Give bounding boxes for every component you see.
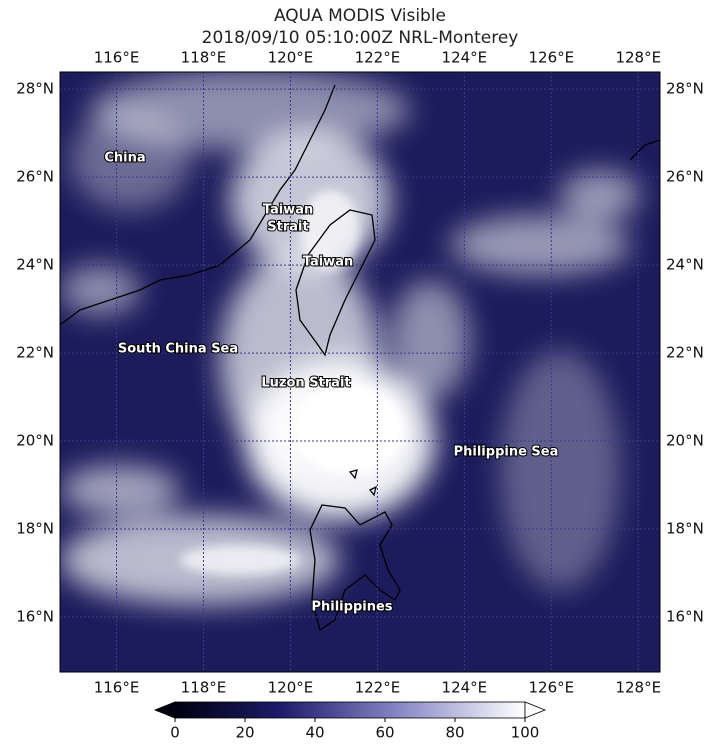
lat-label-left: 26°N: [16, 168, 54, 186]
place-label: Philippines: [311, 600, 392, 615]
colorbar-tick-label: 100: [511, 724, 540, 742]
graticule: [60, 72, 660, 672]
colorbar-tick-label: 60: [375, 724, 394, 742]
lon-label-bottom: 124°E: [442, 679, 488, 697]
colorbar-tick-label: 0: [170, 724, 180, 742]
lon-label-bottom: 126°E: [528, 679, 574, 697]
lon-label-top: 128°E: [615, 49, 661, 67]
colorbar-tick-label: 20: [235, 724, 254, 742]
lon-label-top: 116°E: [94, 49, 140, 67]
lon-label-bottom: 120°E: [268, 679, 314, 697]
lon-label-top: 118°E: [181, 49, 227, 67]
lat-label-left: 20°N: [16, 432, 54, 450]
subtitle: 2018/09/10 05:10:00Z NRL-Monterey: [202, 28, 519, 48]
lat-label-right: 22°N: [666, 344, 704, 362]
coastlines: [60, 84, 660, 632]
lon-label-top: 120°E: [268, 49, 314, 67]
place-label: Philippine Sea: [454, 445, 559, 460]
map-frame: [59, 71, 661, 673]
place-label: South China Sea: [118, 342, 238, 357]
lat-label-right: 18°N: [666, 520, 704, 538]
lat-label-left: 16°N: [16, 608, 54, 626]
lat-label-left: 18°N: [16, 520, 54, 538]
lon-label-bottom: 128°E: [615, 679, 661, 697]
lon-label-bottom: 122°E: [355, 679, 401, 697]
colorbar-low-arrow: [153, 701, 176, 719]
lon-label-top: 126°E: [528, 49, 574, 67]
lon-label-top: 122°E: [355, 49, 401, 67]
lon-label-bottom: 118°E: [181, 679, 227, 697]
place-label: Taiwan: [263, 203, 313, 218]
lat-label-right: 24°N: [666, 256, 704, 274]
place-label: Luzon Strait: [261, 376, 350, 391]
satellite-image: [60, 72, 660, 672]
lon-label-top: 124°E: [442, 49, 488, 67]
place-label: China: [104, 151, 145, 166]
title: AQUA MODIS Visible: [274, 6, 446, 26]
lat-label-right: 28°N: [666, 80, 704, 98]
colorbar-tick-label: 40: [305, 724, 324, 742]
lat-label-left: 28°N: [16, 80, 54, 98]
place-label: Taiwan: [303, 255, 353, 270]
place-label: Strait: [267, 220, 308, 235]
lat-label-left: 24°N: [16, 256, 54, 274]
colorbar-ramp: [174, 701, 526, 719]
colorbar-high-arrow: [524, 701, 547, 719]
lat-label-right: 16°N: [666, 608, 704, 626]
colorbar-tick-label: 80: [445, 724, 464, 742]
place-labels: China Taiwan Strait Taiwan South China Sea Lu…: [103, 150, 559, 616]
colorbar: [153, 701, 547, 719]
lon-label-bottom: 116°E: [94, 679, 140, 697]
lat-label-right: 20°N: [666, 432, 704, 450]
lat-label-right: 26°N: [666, 168, 704, 186]
lat-label-left: 22°N: [16, 344, 54, 362]
